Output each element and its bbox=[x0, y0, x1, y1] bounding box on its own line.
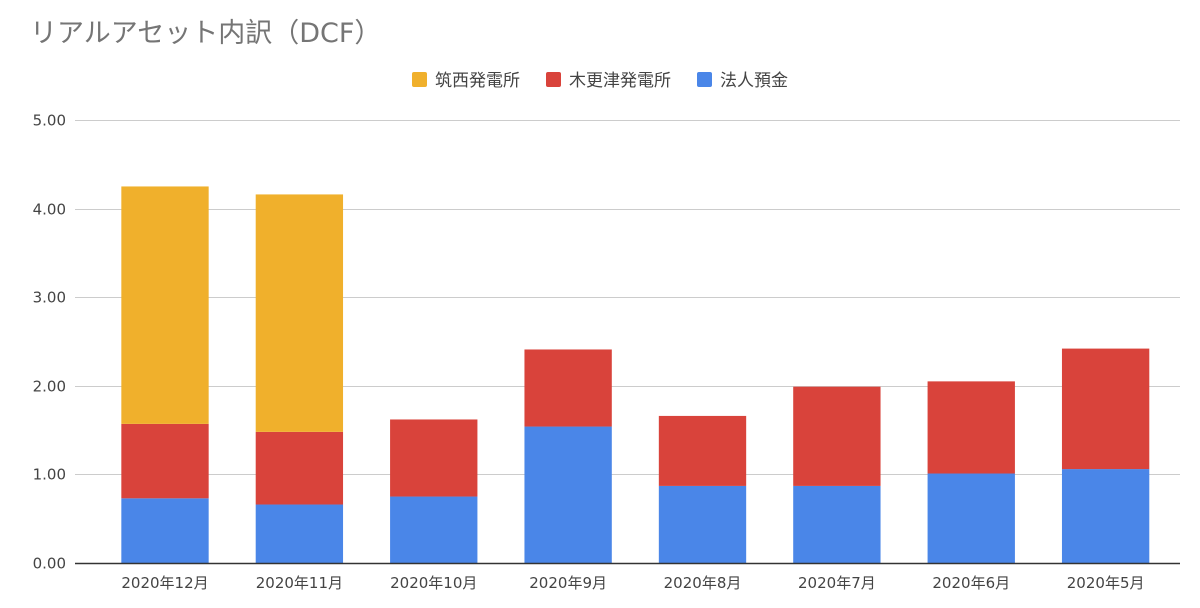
legend-swatch bbox=[546, 72, 561, 87]
x-tick-label: 2020年6月 bbox=[932, 574, 1010, 592]
bar-segment bbox=[255, 194, 344, 432]
y-tick-label: 2.00 bbox=[33, 378, 66, 396]
bar-segment bbox=[1061, 348, 1150, 470]
bar-segment bbox=[121, 498, 209, 563]
bar-segment bbox=[390, 419, 478, 497]
legend-label: 筑西発電所 bbox=[435, 71, 520, 91]
legend-swatch bbox=[697, 72, 712, 87]
bar-segment bbox=[793, 485, 881, 563]
bar-segment bbox=[524, 426, 612, 563]
x-tick-label: 2020年9月 bbox=[529, 574, 607, 592]
bar-segment bbox=[793, 386, 881, 486]
legend-label: 法人預金 bbox=[720, 71, 788, 91]
bar-segment bbox=[927, 473, 1015, 563]
bar-segment bbox=[1061, 469, 1150, 563]
bar-segment bbox=[121, 423, 209, 499]
bar-segment bbox=[658, 415, 747, 486]
y-tick-label: 1.00 bbox=[33, 466, 66, 484]
bar-segment bbox=[658, 485, 747, 563]
x-tick-label: 2020年10月 bbox=[390, 574, 477, 592]
y-tick-label: 4.00 bbox=[33, 201, 66, 219]
bar-segment bbox=[927, 381, 1015, 474]
bars bbox=[121, 186, 1150, 563]
bar-segment bbox=[255, 504, 344, 563]
bar-segment bbox=[390, 496, 478, 563]
x-tick-label: 2020年12月 bbox=[121, 574, 208, 592]
y-tick-label: 5.00 bbox=[33, 112, 66, 130]
bar-segment bbox=[255, 431, 344, 505]
x-tick-label: 2020年11月 bbox=[256, 574, 343, 592]
x-tick-label: 2020年5月 bbox=[1067, 574, 1145, 592]
x-axis-ticks: 2020年12月 2020年11月 2020年10月 2020年9月 2020年8月 20… bbox=[121, 574, 1144, 592]
legend-label: 木更津発電所 bbox=[569, 71, 671, 91]
chart-title: リアルアセット内訳（DCF） bbox=[30, 18, 381, 49]
x-tick-label: 2020年7月 bbox=[798, 574, 876, 592]
y-tick-label: 3.00 bbox=[33, 289, 66, 307]
bar-segment bbox=[121, 186, 209, 424]
legend: 筑西発電所 木更津発電所 法人預金 bbox=[412, 71, 788, 91]
bar-segment bbox=[524, 349, 612, 427]
legend-swatch bbox=[412, 72, 427, 87]
y-tick-label: 0.00 bbox=[33, 555, 66, 573]
x-tick-label: 2020年8月 bbox=[664, 574, 742, 592]
